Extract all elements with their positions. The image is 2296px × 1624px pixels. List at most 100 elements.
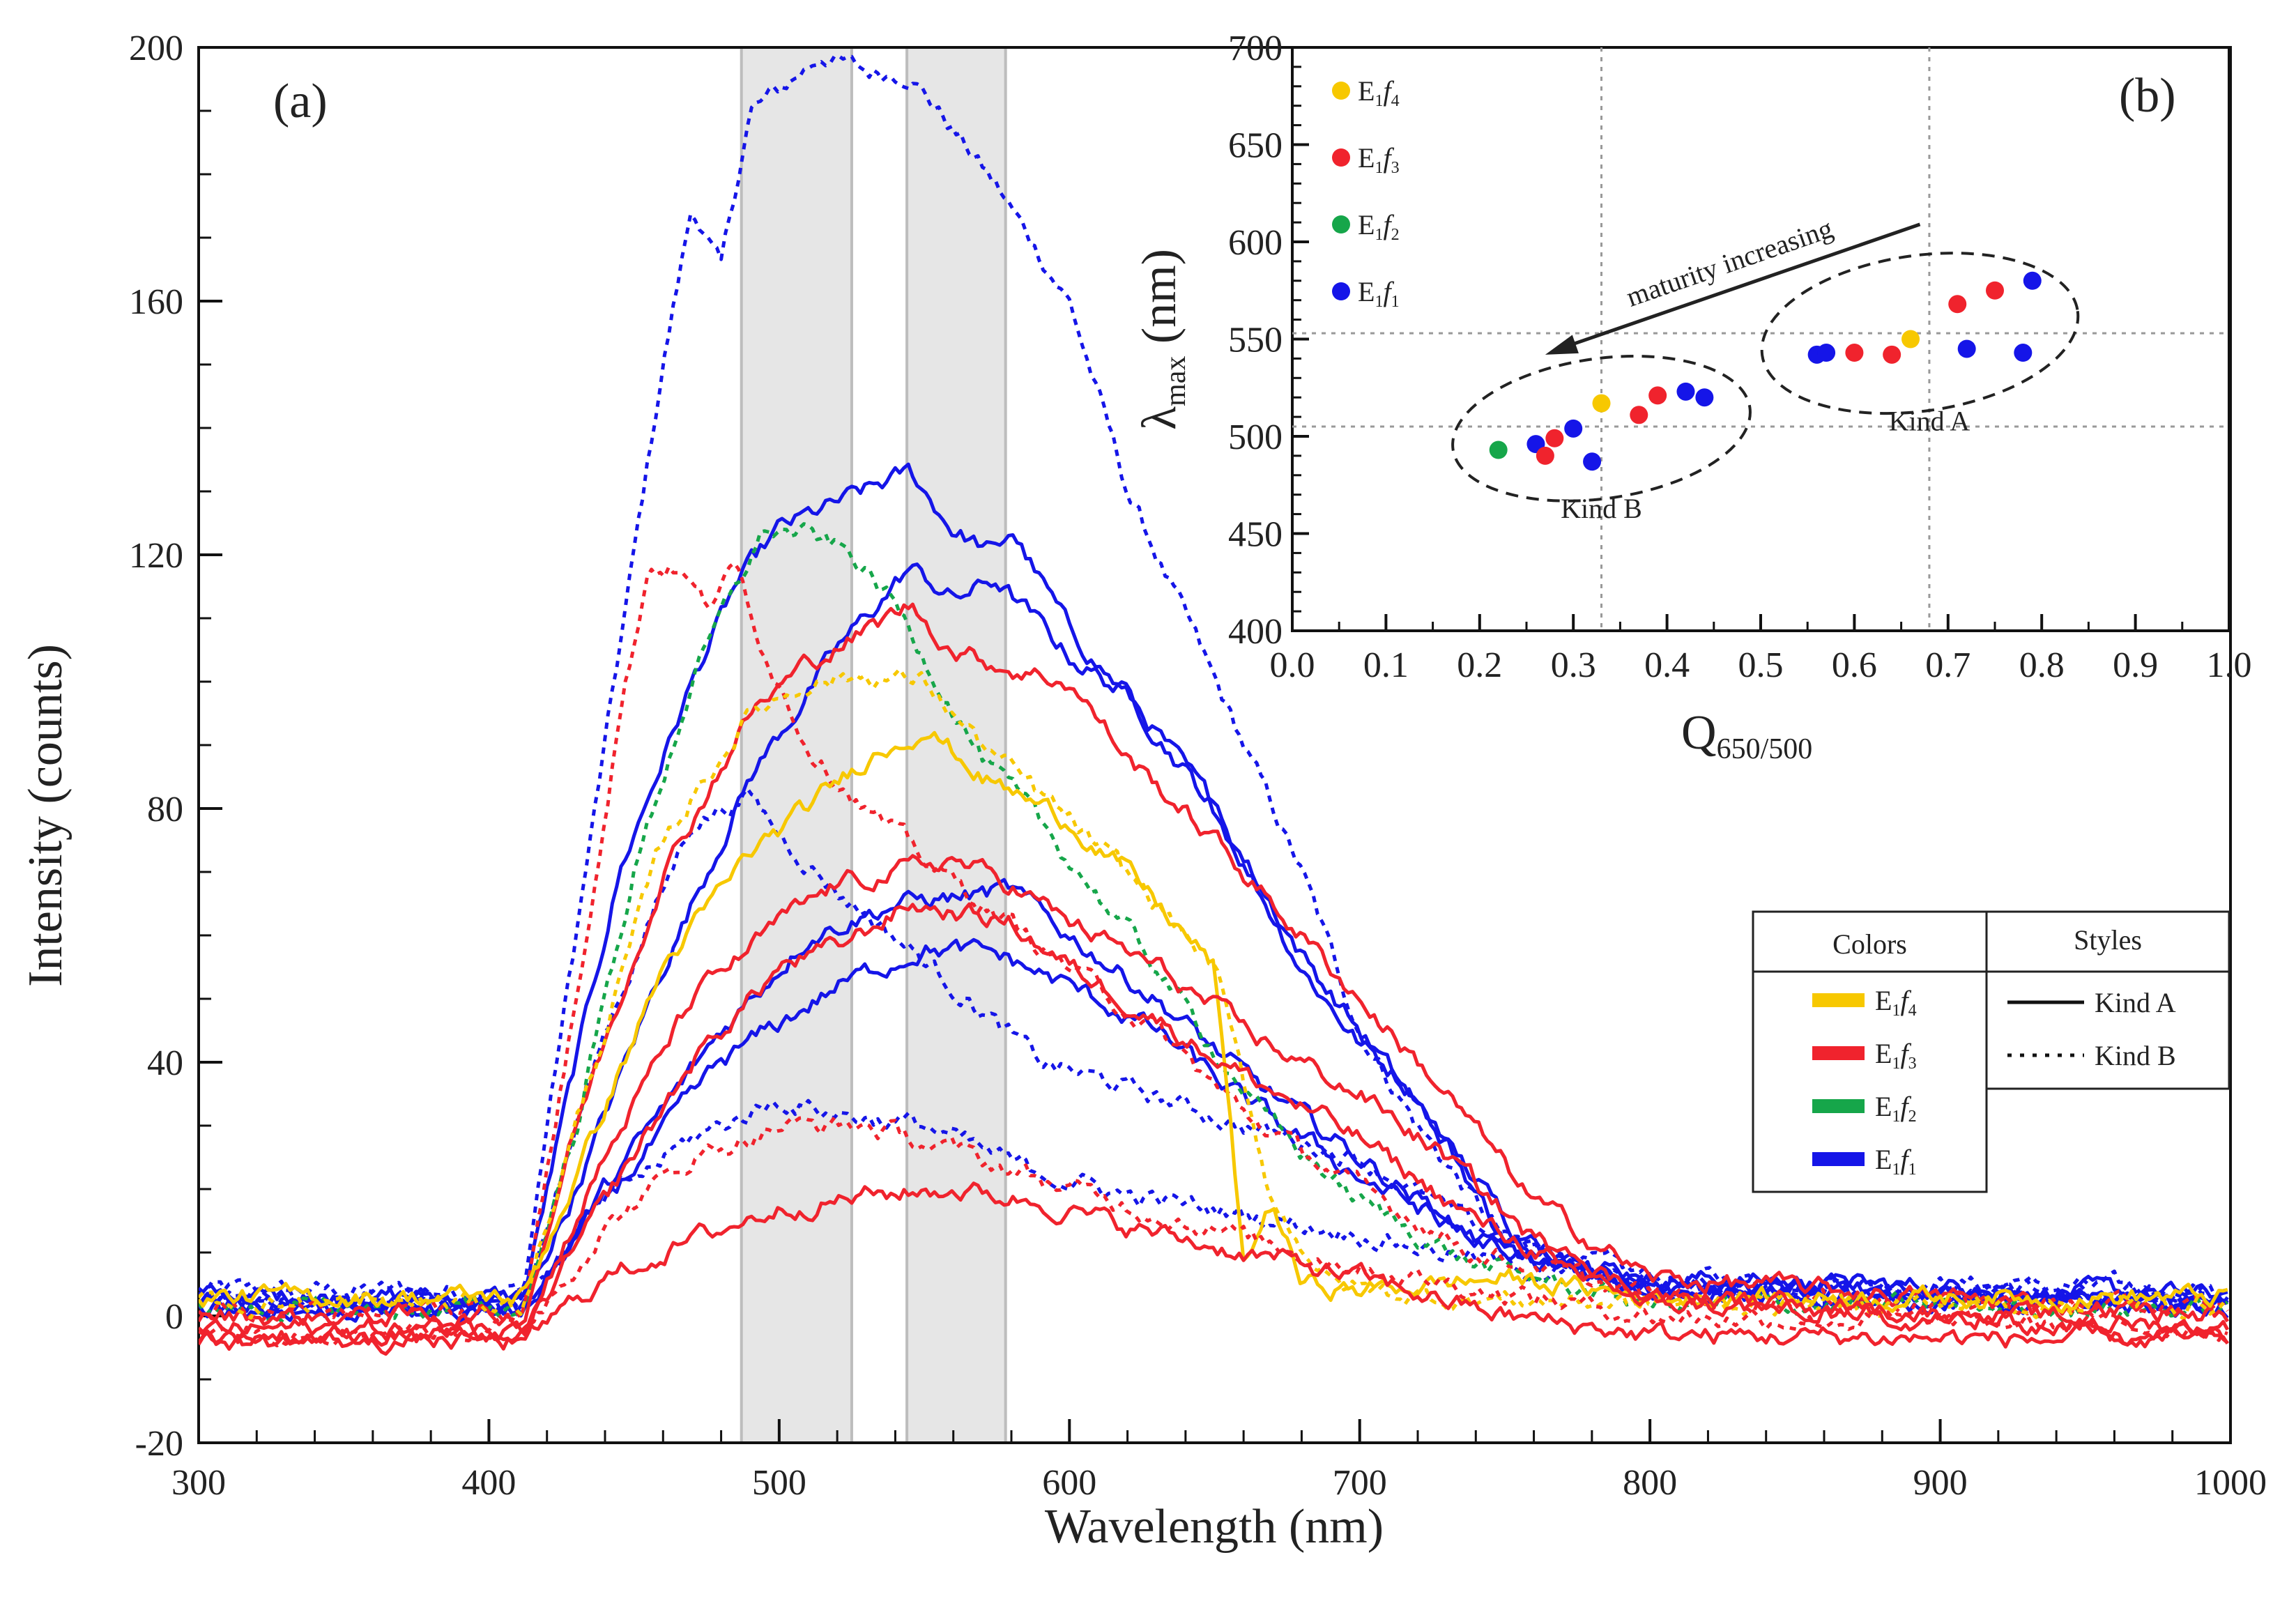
arrow-shaft [1560,222,1921,351]
legend-colors-box [1752,910,1988,1193]
scatter-point-e1f3 [1545,429,1564,447]
scatter-points [1489,271,2042,471]
legend-label-e1f2: E1f2 [1875,1091,1917,1126]
panel-b-y-axis-title-main: λ [1133,406,1186,430]
b-legend-label-e1f1-sub2: 1 [1391,293,1400,311]
b-y-tick-label: 550 [1228,321,1283,360]
panel-b-x-axis-title: Q650/500 [1681,706,1812,765]
x-tick-label: 900 [1913,1463,1968,1503]
scatter-point-e1f1 [1583,452,1602,471]
b-x-tick-label: 0.3 [1551,645,1596,685]
b-legend-label-e1f4: E1f4 [1358,75,1400,110]
legend-style-label: Kind B [2095,1040,2176,1071]
spectrum-e1f3-kind-b-15 [199,1115,2228,1348]
scatter-point-e1f4 [1901,330,1920,348]
panel-b-y-axis-title: λmax (nm) [1133,249,1192,430]
legend-label-e1f2-sub2: 2 [1908,1108,1917,1126]
panel-a-tag: (a) [273,75,328,128]
b-y-tick-label: 450 [1228,515,1283,555]
x-tick-label: 400 [461,1463,516,1503]
x-tick-label: 300 [171,1463,226,1503]
scatter-point-e1f1 [1957,339,1976,358]
spectrum-e1f1-kind-a-6 [199,937,2229,1320]
b-legend-label-e1f1: E1f1 [1358,276,1400,311]
legend-label-e1f3-sub: 1 [1892,1055,1900,1073]
b-legend-label-e1f1-e: E [1358,276,1375,307]
x-tick-label: 700 [1333,1463,1387,1503]
b-legend-marker-e1f4 [1332,82,1350,100]
b-legend-label-e1f3: E1f3 [1358,142,1400,177]
b-x-tick-label: 0.4 [1644,645,1690,685]
legend-label-e1f4-e: E [1875,985,1892,1016]
scatter-point-e1f1 [2014,344,2033,362]
b-legend-label-e1f2-e: E [1358,209,1375,240]
arrow-head [1545,335,1579,355]
panel-b-axes: 0.0 0.1 0.2 0.3 0.4 0.5 0.6 0.7 0.8 0.9 1.0 400 450 5… [1228,29,2252,685]
b-legend-label-e1f4-e: E [1358,75,1375,107]
x-tick-label: 800 [1623,1463,1677,1503]
b-legend-label-e1f3-e: E [1358,142,1375,174]
spectra-series [199,54,2230,1356]
b-legend-label-e1f4-sub: 1 [1375,92,1383,110]
b-legend-label-e1f2-sub: 1 [1375,226,1383,244]
scatter-point-e1f2 [1489,441,1508,459]
cluster-ellipses: Kind A Kind B [1451,252,2080,524]
y-tick-label: 160 [129,282,183,322]
x-tick-label: 500 [752,1463,806,1503]
cluster-label-b: Kind B [1561,493,1642,524]
scatter-point-e1f3 [1648,386,1667,405]
shaded-bands [740,46,1007,1444]
scatter-point-e1f1 [1817,344,1836,362]
scatter-point-e1f1 [1564,419,1583,438]
scatter-point-e1f3 [1536,446,1554,465]
legend-label-e1f1-e: E [1875,1144,1892,1175]
legend-swatch-e1f2 [1812,1099,1865,1113]
b-y-tick-label: 400 [1228,612,1283,652]
legend-styles-box [1985,910,2230,1090]
x-tick-label: 600 [1042,1463,1096,1503]
b-y-tick-label: 500 [1228,418,1283,457]
legend-label-e1f4-sub: 1 [1892,1002,1900,1020]
y-tick-label: -20 [135,1424,183,1464]
b-y-tick-label: 650 [1228,126,1283,166]
b-legend-label-e1f3-sub: 1 [1375,159,1383,177]
y-tick-label: 120 [129,536,183,576]
b-x-tick-label: 0.1 [1363,645,1409,685]
legend-style-label: Kind A [2095,987,2176,1018]
b-x-tick-label: 1.0 [2207,645,2252,685]
legend-swatch-e1f4 [1812,993,1865,1007]
spectrum-e1f4-kind-b-11 [199,667,2229,1321]
b-x-tick-label: 0.7 [1925,645,1970,685]
panel-b-x-axis-title-sub: 650/500 [1717,733,1813,765]
scatter-point-e1f3 [1845,344,1864,362]
panel-a-axes: 300 400 500 600 700 800 900 1000 -20 0 40 80 120 160 2… [129,29,2267,1503]
b-y-tick-label: 700 [1228,29,1283,68]
x-tick-label: 1000 [2194,1463,2267,1503]
legend-label-e1f3-e: E [1875,1038,1892,1069]
legend-swatch-e1f3 [1812,1046,1865,1060]
legend-label-e1f1-sub2: 1 [1908,1160,1917,1179]
scatter-point-e1f3 [1948,295,1967,314]
panel-b-y-axis-title-tail: (nm) [1133,249,1186,356]
spectrum-e1f1-kind-a-5 [199,878,2229,1323]
b-x-tick-label: 0.9 [2113,645,2158,685]
y-tick-label: 80 [147,790,183,829]
b-x-tick-label: 0.5 [1738,645,1784,685]
b-legend-label-e1f2-sub2: 2 [1391,226,1400,244]
scatter-point-e1f3 [1883,345,1901,364]
spectrum-e1f2-kind-b-8 [199,522,2229,1323]
b-legend-label-e1f4-sub2: 4 [1391,92,1400,110]
panel-b-x-axis-title-main: Q [1681,706,1717,760]
legend-label-e1f4-sub2: 4 [1908,1002,1917,1020]
cluster-label-a: Kind A [1889,406,1970,437]
legend-colors-header: Colors [1832,928,1907,960]
spectrum-e1f3-kind-a-14 [199,902,2229,1347]
b-y-tick-label: 600 [1228,223,1283,263]
scatter-point-e1f3 [1986,281,2004,300]
panel-a-y-axis-title: Intensity (counts) [19,644,72,987]
legend-swatch-e1f1 [1812,1152,1865,1166]
b-legend-label-e1f1-sub: 1 [1375,293,1383,311]
panel-b-y-axis-title-sub: max [1160,356,1192,406]
